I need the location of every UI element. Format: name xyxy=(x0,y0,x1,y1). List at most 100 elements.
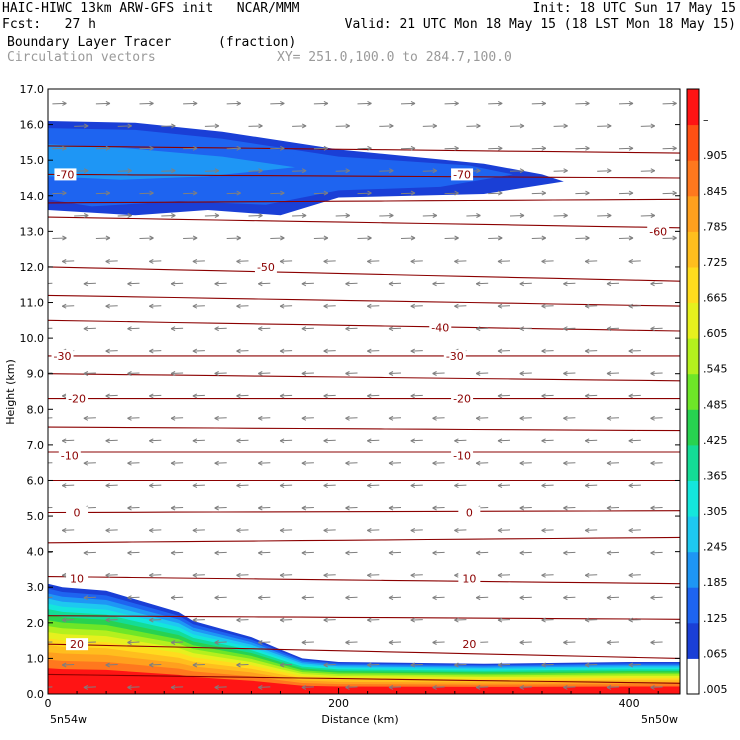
circulation-vector xyxy=(48,686,53,688)
circulation-vector xyxy=(475,281,489,287)
circulation-vector xyxy=(127,281,140,287)
circulation-vector xyxy=(497,662,511,668)
circulation-vector xyxy=(279,527,293,533)
contour-label-bg xyxy=(429,321,452,334)
circulation-vector xyxy=(662,100,677,106)
circulation-vector xyxy=(61,617,75,623)
circulation-vector xyxy=(432,371,445,376)
circulation-vector xyxy=(323,617,336,623)
circulation-vector xyxy=(509,123,525,129)
contour-label-bg xyxy=(647,225,670,238)
contour-label: 0 xyxy=(74,507,81,520)
colorbar-swatch xyxy=(687,587,699,624)
circulation-vector xyxy=(149,527,162,533)
circulation-vector xyxy=(606,684,620,690)
circulation-vector xyxy=(139,190,154,196)
circulation-vector xyxy=(48,327,53,329)
circulation-vector xyxy=(444,145,459,151)
circulation-vector xyxy=(127,415,140,421)
contour-label-bg xyxy=(451,449,474,462)
contour-label-bg xyxy=(254,260,277,273)
circulation-vector xyxy=(497,303,511,309)
colorbar-swatch xyxy=(687,658,699,695)
contour-line-13 xyxy=(48,510,680,514)
circulation-vector xyxy=(488,145,503,151)
circulation-vector xyxy=(618,235,634,241)
y-tick-label: 10.0 xyxy=(20,332,45,345)
circulation-vector xyxy=(258,326,271,332)
x-axis-left-label: 5n54w xyxy=(50,713,87,726)
colorbar-swatch xyxy=(687,622,699,659)
contour-line-17 xyxy=(48,643,680,659)
circulation-vector xyxy=(475,415,489,421)
circulation-vector xyxy=(650,371,663,376)
contour-label: -60 xyxy=(649,225,667,238)
circulation-vector xyxy=(584,527,598,533)
contour-line-14 xyxy=(48,536,680,544)
colorbar-swatch xyxy=(687,124,699,161)
circulation-vector xyxy=(236,303,249,309)
contour-label-bg xyxy=(443,349,466,362)
y-tick-label: 17.0 xyxy=(20,83,45,96)
contour-label-bg xyxy=(54,168,77,181)
circulation-vector xyxy=(192,438,205,444)
circulation-vector xyxy=(236,348,249,354)
circulation-vector xyxy=(236,438,249,444)
circulation-vector xyxy=(357,100,372,106)
circulation-vector xyxy=(422,213,438,218)
contour-label: -10 xyxy=(61,450,79,463)
contour-line-10 xyxy=(48,426,680,432)
header-line2-left: Fcst: 27 h xyxy=(2,17,96,32)
y-tick-label: 6.0 xyxy=(27,474,45,487)
circulation-vector xyxy=(519,505,532,511)
circulation-vector xyxy=(345,684,358,690)
y-tick-label: 12.0 xyxy=(20,261,45,274)
circulation-vector xyxy=(183,100,198,106)
circulation-vector xyxy=(584,438,598,444)
circulation-vector xyxy=(301,460,314,466)
y-axis: 0.0 1.0 2.0 3.0 4.0 5.0 6.0 7.0 8.0 9.0 10.0 11.0 12… xyxy=(20,83,680,701)
circulation-vector xyxy=(628,438,641,444)
circulation-vector xyxy=(563,371,576,376)
circulation-vector xyxy=(475,684,489,690)
circulation-vector xyxy=(410,303,423,309)
circulation-vector xyxy=(650,640,663,645)
circulation-vector xyxy=(400,145,416,151)
circulation-vector xyxy=(650,281,663,287)
circulation-vector xyxy=(410,662,423,668)
header-line1-left: HAIC-HIWC 13km ARW-GFS init NCAR/MMM xyxy=(2,1,300,16)
circulation-vector xyxy=(541,483,554,489)
circulation-vector xyxy=(345,415,358,421)
circulation-vector xyxy=(509,168,525,174)
circulation-vector xyxy=(454,662,467,668)
circulation-vector xyxy=(584,617,598,623)
circulation-vector xyxy=(563,460,576,466)
circulation-vector xyxy=(52,235,67,241)
circulation-vector xyxy=(606,281,620,287)
circulation-vector xyxy=(323,527,336,533)
circulation-vector xyxy=(367,438,380,444)
circulation-vector xyxy=(410,572,423,578)
circulation-vector xyxy=(454,258,467,264)
circulation-vector xyxy=(161,168,176,174)
contour-line-8 xyxy=(48,373,680,382)
circulation-vector xyxy=(105,303,118,309)
circulation-vector xyxy=(563,550,576,556)
circulation-vector xyxy=(388,460,402,466)
circulation-vector xyxy=(345,371,358,376)
circulation-vector xyxy=(83,460,96,466)
circulation-vector xyxy=(48,596,53,598)
circulation-vector xyxy=(345,505,358,511)
colorbar-label: .005 xyxy=(703,683,728,696)
circulation-vector xyxy=(628,572,641,578)
colorbar: .005 .065 .125 .185 .245 .305 .365 .425 .485 .545… xyxy=(686,88,728,696)
circulation-vector xyxy=(105,617,118,623)
cross-section-endpoints: XY= 251.0,100.0 to 284.7,100.0 xyxy=(277,50,512,65)
circulation-vector xyxy=(541,303,554,309)
circulation-vector xyxy=(52,100,67,106)
contour-label: -30 xyxy=(446,350,464,363)
circulation-vector xyxy=(248,168,263,174)
circulation-vector xyxy=(519,684,532,690)
contour-label-bg xyxy=(66,572,89,585)
circulation-vector xyxy=(410,617,423,623)
